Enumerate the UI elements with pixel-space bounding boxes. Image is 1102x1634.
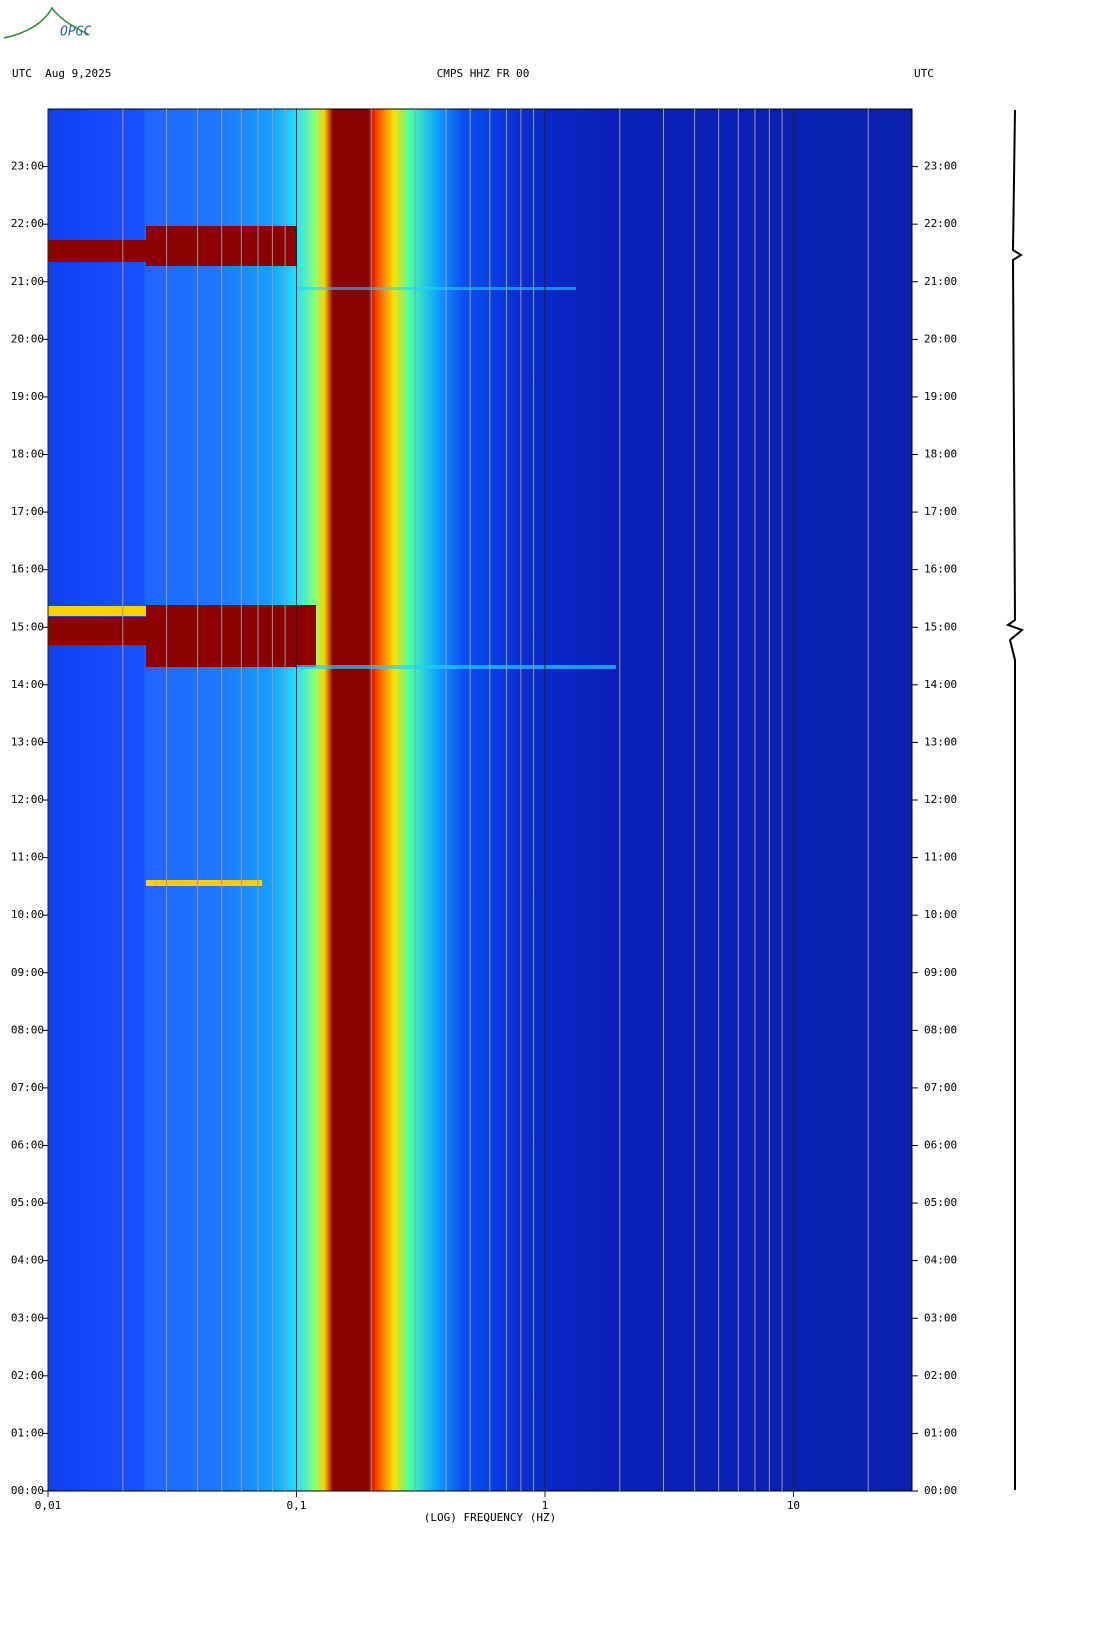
title-left: UTC Aug 9,2025 xyxy=(12,67,111,80)
title-right: UTC xyxy=(914,67,934,80)
band xyxy=(48,606,146,616)
y-tick-label: 04:00 xyxy=(924,1254,957,1267)
y-tick-label: 05:00 xyxy=(924,1196,957,1209)
y-tick-label: 17:00 xyxy=(11,505,44,518)
y-tick-label: 21:00 xyxy=(924,275,957,288)
y-tick-label: 03:00 xyxy=(924,1311,957,1324)
seismogram xyxy=(1005,109,1024,1490)
y-tick-label: 07:00 xyxy=(924,1081,957,1094)
x-tick-label: 1 xyxy=(542,1499,549,1512)
x-tick-label: 0,1 xyxy=(287,1499,307,1512)
x-tick-label: 10 xyxy=(787,1499,800,1512)
y-tick-label: 15:00 xyxy=(924,620,957,633)
y-tick-label: 00:00 xyxy=(11,1484,44,1497)
spectrogram-bands xyxy=(48,226,616,886)
y-tick-label: 13:00 xyxy=(11,735,44,748)
y-tick-label: 04:00 xyxy=(11,1254,44,1267)
x-tick-label: 0,01 xyxy=(35,1499,62,1512)
y-tick-label: 12:00 xyxy=(924,793,957,806)
y-tick-label: 10:00 xyxy=(11,908,44,921)
y-tick-label: 20:00 xyxy=(924,332,957,345)
band xyxy=(48,240,146,262)
y-tick-label: 10:00 xyxy=(924,908,957,921)
y-tick-label: 23:00 xyxy=(924,160,957,173)
band xyxy=(146,226,296,266)
y-tick-label: 22:00 xyxy=(924,217,957,230)
band xyxy=(48,617,146,645)
y-tick-label: 11:00 xyxy=(11,851,44,864)
y-tick-label: 22:00 xyxy=(11,217,44,230)
y-tick-label: 09:00 xyxy=(924,966,957,979)
y-tick-label: 03:00 xyxy=(11,1311,44,1324)
y-tick-label: 08:00 xyxy=(924,1023,957,1036)
y-tick-label: 21:00 xyxy=(11,275,44,288)
y-tick-label: 07:00 xyxy=(11,1081,44,1094)
y-tick-label: 20:00 xyxy=(11,332,44,345)
y-tick-label: 17:00 xyxy=(924,505,957,518)
y-tick-label: 09:00 xyxy=(11,966,44,979)
y-tick-label: 14:00 xyxy=(11,678,44,691)
y-tick-label: 00:00 xyxy=(924,1484,957,1497)
logo: OPGC xyxy=(60,25,91,40)
band xyxy=(146,880,262,886)
band xyxy=(296,287,576,290)
y-tick-label: 08:00 xyxy=(11,1023,44,1036)
y-tick-label: 11:00 xyxy=(924,851,957,864)
x-axis-label: (LOG) FREQUENCY (HZ) xyxy=(424,1511,556,1524)
y-tick-label: 13:00 xyxy=(924,735,957,748)
y-tick-label: 02:00 xyxy=(924,1369,957,1382)
y-tick-label: 16:00 xyxy=(924,563,957,576)
y-tick-label: 16:00 xyxy=(11,563,44,576)
logo-shape xyxy=(3,6,89,39)
y-tick-label: 06:00 xyxy=(924,1139,957,1152)
y-tick-label: 02:00 xyxy=(11,1369,44,1382)
y-tick-label: 05:00 xyxy=(11,1196,44,1209)
y-tick-label: 23:00 xyxy=(11,160,44,173)
y-tick-label: 14:00 xyxy=(924,678,957,691)
y-tick-label: 19:00 xyxy=(11,390,44,403)
y-tick-label: 15:00 xyxy=(11,620,44,633)
y-tick-label: 18:00 xyxy=(11,448,44,461)
y-tick-label: 19:00 xyxy=(924,390,957,403)
y-tick-label: 12:00 xyxy=(11,793,44,806)
y-tick-label: 01:00 xyxy=(11,1426,44,1439)
chart-title: CMPS HHZ FR 00 xyxy=(437,67,530,80)
spectrogram xyxy=(48,109,912,1491)
band xyxy=(296,665,616,669)
y-tick-label: 01:00 xyxy=(924,1426,957,1439)
y-tick-label: 18:00 xyxy=(924,448,957,461)
band xyxy=(146,605,316,667)
y-tick-label: 06:00 xyxy=(11,1139,44,1152)
